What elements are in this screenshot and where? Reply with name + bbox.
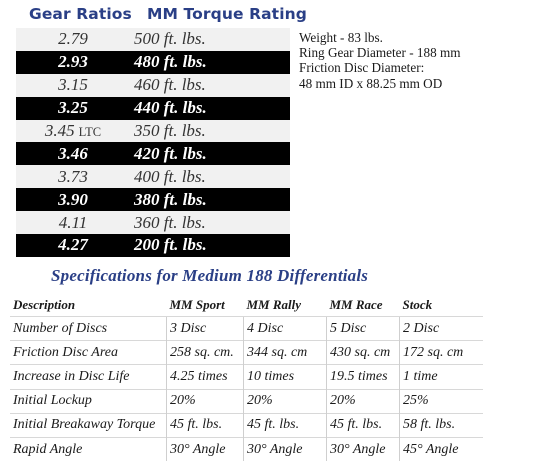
spec-description: Friction Disc Area — [10, 340, 167, 365]
mm-sport-value: 4.25 times — [166, 364, 244, 390]
mm-rally-value: 344 sq. cm — [243, 340, 327, 365]
mm-rally-value: 30° Angle — [243, 436, 327, 461]
table-row: Initial Lockup 20% 20% 20% 25% — [10, 388, 483, 414]
table-row: Rapid Angle 30° Angle 30° Angle 30° Angle 45… — [10, 436, 483, 461]
col-mm-sport: MM Sport — [169, 297, 225, 312]
ratio-row: 3.46 420 ft. lbs. — [16, 142, 290, 166]
table-row: Friction Disc Area 258 sq. cm. 344 sq. cm 4… — [10, 340, 483, 365]
mm-rally-value: 4 Disc — [243, 315, 327, 341]
torque-value: 360 ft. lbs. — [130, 211, 290, 235]
mm-sport-value: 258 sq. cm. — [166, 340, 244, 365]
spec-weight: Weight - 83 lbs. — [299, 30, 383, 45]
ratio-row: 2.79 500 ft. lbs. — [16, 28, 290, 51]
ratio-text: 3.25 — [58, 98, 88, 118]
ratio-text: 3.46 — [58, 143, 88, 163]
gear-ratio-value: 3.90 — [16, 188, 130, 212]
stock-value: 172 sq. cm — [399, 340, 483, 365]
gear-ratio-value: 3.73 — [16, 165, 130, 189]
gear-ratio-value: 3.45 LTC — [16, 119, 130, 143]
spec-table-title: Specifications for Medium 188 Differenti… — [51, 266, 369, 285]
ratio-row: 3.15 460 ft. lbs. — [16, 73, 290, 97]
spec-table-header-row: Description MM Sport MM Rally MM Race St… — [10, 294, 483, 317]
torque-value: 480 ft. lbs. — [130, 50, 290, 74]
ratio-text: 4.27 — [58, 235, 88, 255]
ratio-text: 2.93 — [58, 52, 88, 72]
spec-description: Rapid Angle — [10, 436, 167, 461]
ratio-row: 3.90 380 ft. lbs. — [16, 188, 290, 212]
torque-value: 420 ft. lbs. — [130, 142, 290, 166]
ratio-text: 3.15 — [58, 75, 88, 95]
spec-description: Number of Discs — [10, 315, 167, 341]
mm-sport-value: 20% — [166, 388, 244, 414]
ratio-suffix: LTC — [78, 125, 102, 139]
col-stock: Stock — [402, 297, 433, 312]
mm-sport-value: 30° Angle — [166, 436, 244, 461]
col-description: Description — [13, 297, 76, 312]
gear-ratio-value: 4.11 — [16, 211, 130, 235]
torque-value: 350 ft. lbs. — [130, 119, 290, 143]
spec-ring-gear: Ring Gear Diameter - 188 mm — [299, 45, 461, 61]
spec-description: Initial Lockup — [10, 388, 167, 414]
torque-value: 500 ft. lbs. — [130, 28, 290, 51]
mm-sport-value: 45 ft. lbs. — [166, 412, 244, 438]
gear-ratio-value: 4.27 — [16, 234, 130, 257]
gear-ratio-value: 3.46 — [16, 142, 130, 166]
gear-ratio-value: 3.25 — [16, 96, 130, 120]
col-mm-rally: MM Rally — [246, 297, 302, 312]
mm-sport-value: 3 Disc — [166, 315, 244, 341]
ratio-row: 3.73 400 ft. lbs. — [16, 165, 290, 189]
torque-rating-header: MM Torque Rating — [147, 5, 307, 23]
torque-value: 380 ft. lbs. — [130, 188, 290, 212]
gear-ratio-table: 2.79 500 ft. lbs. 2.93 480 ft. lbs. 3.15 460 … — [16, 28, 290, 257]
stock-value: 1 time — [399, 364, 483, 390]
spec-description: Increase in Disc Life — [10, 364, 167, 390]
stock-value: 2 Disc — [399, 315, 483, 341]
gear-ratio-value: 2.93 — [16, 50, 130, 74]
mm-rally-value: 20% — [243, 388, 327, 414]
gear-ratio-value: 3.15 — [16, 73, 130, 97]
ratio-row: 3.45 LTC 350 ft. lbs. — [16, 119, 290, 143]
torque-value: 200 ft. lbs. — [130, 234, 290, 257]
stock-value: 45° Angle — [399, 436, 483, 461]
ratio-row: 4.27 200 ft. lbs. — [16, 234, 290, 257]
spec-notes: Weight - 83 lbs. Ring Gear Diameter - 18… — [299, 30, 461, 91]
table-row: Increase in Disc Life 4.25 times 10 times 1… — [10, 364, 483, 390]
stock-value: 25% — [399, 388, 483, 414]
mm-race-value: 30° Angle — [326, 436, 400, 461]
mm-race-value: 430 sq. cm — [326, 340, 400, 365]
spec-friction-disc: Friction Disc Diameter: — [299, 60, 425, 76]
ratio-text: 4.11 — [58, 212, 88, 232]
spec-comparison-table: Description MM Sport MM Rally MM Race St… — [10, 294, 483, 461]
torque-value: 460 ft. lbs. — [130, 73, 290, 97]
mm-race-value: 45 ft. lbs. — [326, 412, 400, 438]
torque-value: 400 ft. lbs. — [130, 165, 290, 189]
col-mm-race: MM Race — [329, 297, 383, 312]
ratio-text: 3.73 — [58, 166, 88, 186]
gear-ratio-value: 2.79 — [16, 28, 130, 51]
spec-friction-dims: 48 mm ID x 88.25 mm OD — [299, 75, 443, 91]
stock-value: 58 ft. lbs. — [399, 412, 483, 438]
spec-description: Initial Breakaway Torque — [10, 412, 167, 438]
table-row: Initial Breakaway Torque 45 ft. lbs. 45 ft… — [10, 412, 483, 438]
ratio-text: 3.90 — [58, 189, 88, 209]
ratio-text: 2.79 — [58, 29, 88, 49]
table-row: Number of Discs 3 Disc 4 Disc 5 Disc 2 Disc — [10, 315, 483, 341]
mm-race-value: 20% — [326, 388, 400, 414]
ratio-row: 3.25 440 ft. lbs. — [16, 96, 290, 120]
ratio-row: 2.93 480 ft. lbs. — [16, 50, 290, 74]
gear-ratios-header: Gear Ratios — [29, 5, 132, 23]
ratio-row: 4.11 360 ft. lbs. — [16, 211, 290, 235]
mm-rally-value: 45 ft. lbs. — [243, 412, 327, 438]
mm-race-value: 19.5 times — [326, 364, 400, 390]
ratio-text: 3.45 — [44, 121, 75, 140]
torque-value: 440 ft. lbs. — [130, 96, 290, 120]
mm-rally-value: 10 times — [243, 364, 327, 390]
mm-race-value: 5 Disc — [326, 315, 400, 341]
